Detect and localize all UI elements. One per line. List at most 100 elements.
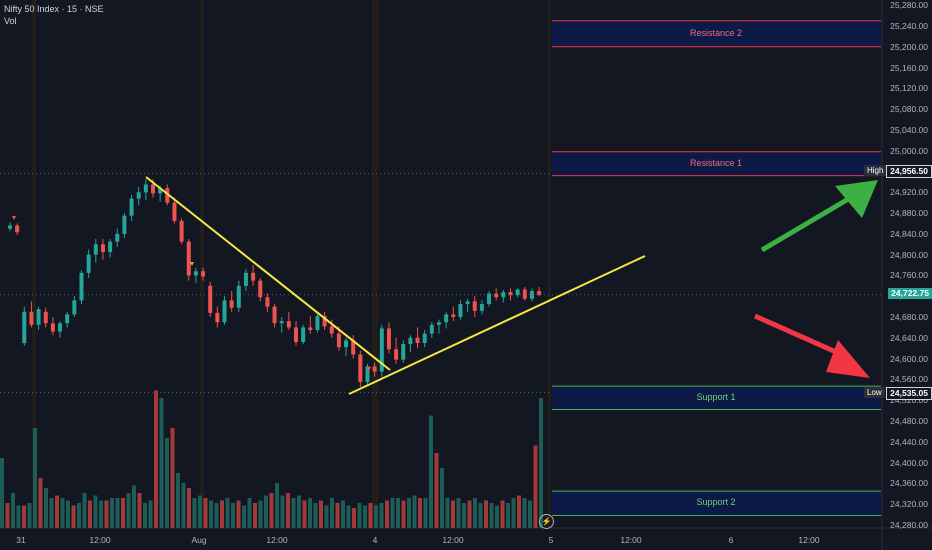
- price-tick: 25,240.00: [890, 20, 928, 31]
- volume-bar: [49, 498, 54, 528]
- volume-bar: [126, 493, 131, 528]
- volume-bar: [280, 495, 285, 528]
- volume-bar: [423, 498, 428, 528]
- candle-body: [158, 188, 163, 194]
- price-tick: 24,360.00: [890, 478, 928, 489]
- volume-bar: [412, 495, 417, 528]
- volume-bar: [176, 473, 180, 528]
- volume-bar: [264, 495, 268, 528]
- candle-body: [537, 291, 542, 295]
- volume-bar: [242, 505, 246, 528]
- price-tick: 25,040.00: [890, 124, 928, 135]
- candle-body: [193, 271, 198, 276]
- candle-body: [50, 323, 55, 332]
- volume-bar: [137, 493, 142, 528]
- volume-bar: [407, 498, 411, 528]
- marker-down: [12, 216, 16, 220]
- candle-body: [501, 292, 506, 298]
- lightning-icon[interactable]: ⚡: [539, 514, 554, 529]
- candle-body: [344, 340, 349, 348]
- volume-bar: [88, 500, 92, 528]
- volume-bar: [38, 478, 43, 528]
- candle-body: [115, 233, 120, 242]
- candle-body: [65, 314, 70, 324]
- candle-body: [286, 321, 291, 328]
- volume-bar: [495, 505, 499, 528]
- volume-bar: [511, 498, 516, 528]
- arrow-down-shaft: [753, 313, 847, 359]
- candle-body: [522, 289, 527, 299]
- candle-body: [279, 321, 284, 324]
- volume-bar: [539, 398, 543, 528]
- symbol-title: Nifty 50 Index · 15 · NSE: [4, 4, 104, 14]
- time-tick: 6: [728, 535, 734, 545]
- price-tick: 24,680.00: [890, 312, 928, 322]
- volume-bar: [154, 390, 158, 528]
- candle-body: [401, 344, 406, 360]
- volume-bar: [390, 498, 395, 528]
- volume-bar: [214, 503, 219, 528]
- volume-bar: [203, 498, 208, 528]
- volume-bar: [352, 508, 356, 528]
- volume-bar: [467, 500, 472, 528]
- candle-body: [229, 300, 234, 308]
- volume-bar: [379, 503, 384, 528]
- candle-body: [358, 354, 363, 382]
- zone-label: Resistance 1: [689, 157, 743, 168]
- volume-bar: [22, 505, 26, 528]
- candle-body: [386, 328, 391, 350]
- low-price-tag: 24,535.05: [886, 387, 932, 400]
- volume-bar: [0, 458, 4, 528]
- candle-body: [351, 340, 356, 355]
- volume-bar: [93, 495, 98, 528]
- candle-body: [58, 323, 63, 332]
- volume-bar: [445, 498, 450, 528]
- zone-box: [552, 20, 881, 47]
- volume-bar: [60, 498, 65, 528]
- price-tick: 24,560.00: [890, 374, 928, 385]
- candle-body: [8, 225, 12, 229]
- volume-bar: [148, 500, 153, 528]
- volume-bar: [484, 500, 488, 528]
- candle-body: [165, 188, 170, 203]
- candle-body: [529, 291, 534, 299]
- candle-body: [301, 327, 306, 342]
- volume-bar: [44, 488, 48, 528]
- volume-bar: [363, 505, 367, 528]
- price-tick: 25,000.00: [890, 145, 928, 156]
- volume-bar: [533, 445, 538, 528]
- time-tick: 31: [16, 535, 26, 545]
- candle-body: [265, 297, 270, 307]
- volume-bar: [225, 498, 230, 528]
- trendline-up: [348, 255, 646, 395]
- candle-body: [251, 272, 256, 281]
- zone-box: [552, 491, 881, 516]
- volume-bar: [335, 503, 340, 528]
- candle-body: [172, 202, 177, 221]
- volume-bar: [500, 500, 505, 528]
- price-tick: 25,120.00: [890, 83, 928, 94]
- price-tick: 24,480.00: [890, 415, 928, 426]
- volume-bar: [253, 503, 257, 528]
- candle-body: [272, 306, 277, 324]
- volume-bar: [522, 498, 527, 528]
- candle-body: [415, 337, 420, 343]
- candle-body: [458, 304, 463, 318]
- candle-body: [29, 311, 34, 325]
- volume-bar: [209, 500, 213, 528]
- volume-bar: [231, 503, 235, 528]
- arrow-down-head: [826, 340, 870, 378]
- volume-bar: [5, 503, 10, 528]
- volume-bar: [368, 503, 373, 528]
- candle-body: [100, 244, 105, 253]
- volume-bar: [181, 483, 186, 528]
- candle-body: [15, 225, 20, 233]
- price-tick: 24,400.00: [890, 457, 928, 468]
- candle-body: [258, 280, 263, 298]
- candle-body: [437, 322, 441, 325]
- candle-body: [215, 312, 220, 323]
- volume-bar: [170, 428, 175, 528]
- volume-bar: [165, 438, 169, 528]
